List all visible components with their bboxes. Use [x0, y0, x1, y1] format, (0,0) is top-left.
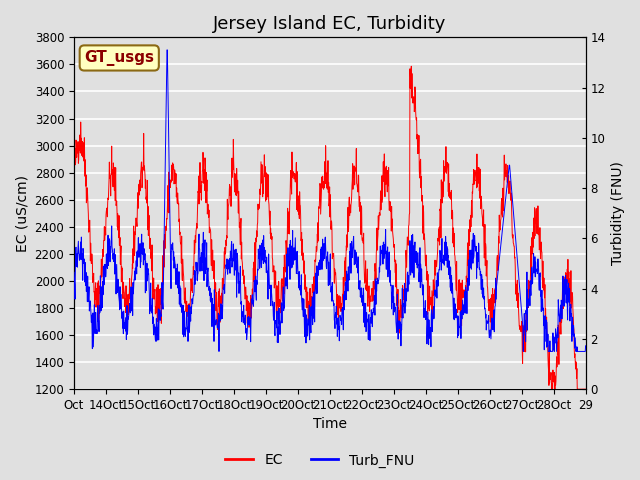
Y-axis label: EC (uS/cm): EC (uS/cm) — [15, 175, 29, 252]
Title: Jersey Island EC, Turbidity: Jersey Island EC, Turbidity — [213, 15, 447, 33]
Text: GT_usgs: GT_usgs — [84, 50, 154, 66]
Legend: EC, Turb_FNU: EC, Turb_FNU — [220, 448, 420, 473]
X-axis label: Time: Time — [313, 418, 347, 432]
Y-axis label: Turbidity (FNU): Turbidity (FNU) — [611, 161, 625, 265]
